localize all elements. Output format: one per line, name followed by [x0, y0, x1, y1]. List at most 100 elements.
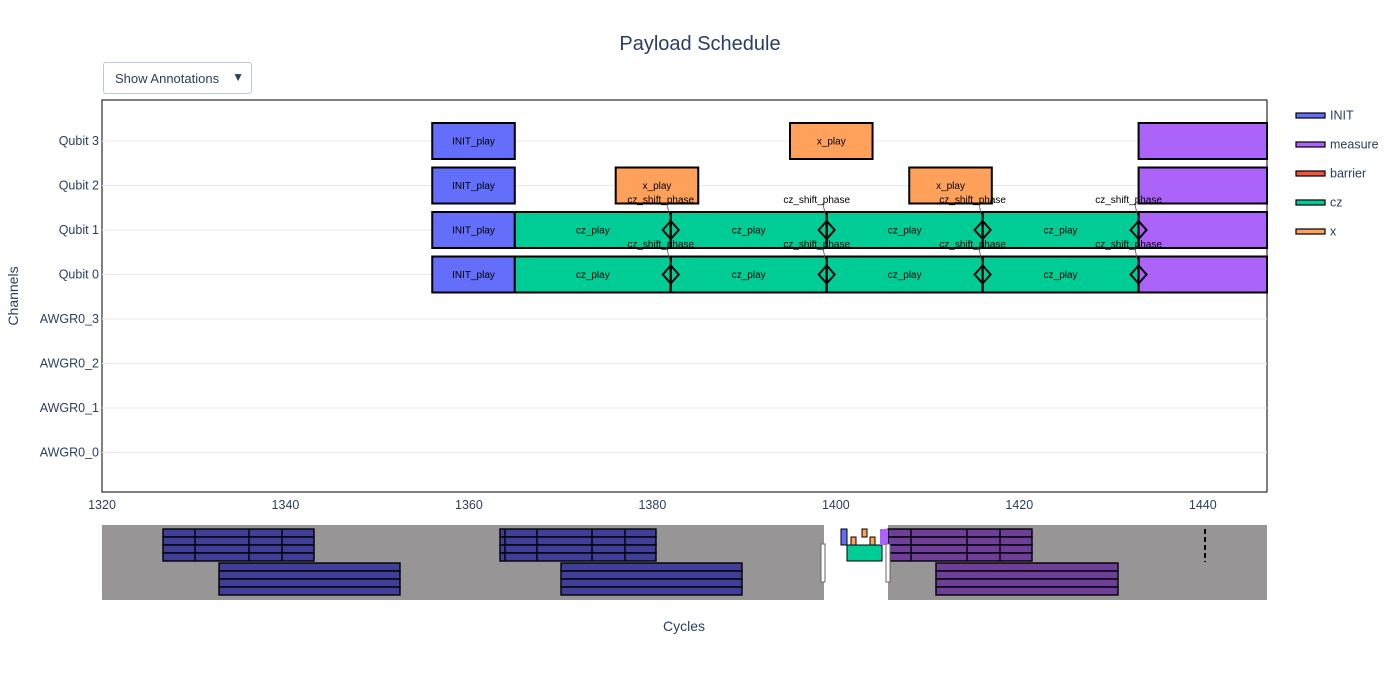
- marker-label: cz_shift_phase: [939, 195, 1006, 206]
- y-tick-label: Qubit 2: [59, 179, 99, 193]
- block-label: cz_play: [888, 270, 922, 281]
- pulse-block: [669, 255, 828, 294]
- block-label: INIT_play: [452, 226, 495, 237]
- annotation-arrow: [1134, 247, 1139, 265]
- phase-marker: [1129, 219, 1148, 241]
- minimap-bar: [499, 528, 657, 538]
- phase-marker: [661, 219, 681, 241]
- legend-label: x: [1330, 225, 1337, 239]
- range-slider-handle-left: [820, 543, 826, 583]
- pulse-block: [431, 211, 516, 249]
- minimap-bar: [162, 544, 315, 554]
- annotations-dropdown-label: Show Annotations: [115, 71, 220, 86]
- minimap-bar: [935, 570, 1119, 580]
- y-tick-label: Qubit 0: [59, 268, 99, 282]
- chart-title: Payload Schedule: [619, 33, 780, 55]
- marker-label: cz_shift_phase: [627, 240, 694, 251]
- marker-label: cz_shift_phase: [627, 195, 694, 206]
- pulse-block: [431, 255, 516, 294]
- block-label: cz_play: [576, 226, 610, 237]
- block-label: cz_play: [732, 226, 766, 237]
- legend-label: INIT: [1330, 109, 1354, 123]
- marker-label: cz_shift_phase: [1095, 195, 1162, 206]
- annotation-arrow: [978, 202, 984, 221]
- legend-label: measure: [1330, 138, 1379, 152]
- phase-marker: [817, 263, 837, 286]
- x-tick-label: 1360: [455, 498, 483, 512]
- x-tick-label: 1420: [1005, 498, 1033, 512]
- block-label: x_play: [936, 181, 965, 192]
- minimap-bar: [887, 536, 1033, 546]
- pulse-block: [1137, 166, 1269, 205]
- pulse-block: [431, 122, 516, 160]
- chevron-down-icon: ▼: [232, 70, 244, 84]
- minimap-bar: [162, 552, 315, 562]
- minimap-bar: [935, 578, 1119, 588]
- pulse-block: [1137, 211, 1269, 249]
- pulse-block: [614, 166, 700, 205]
- pulse-block: [908, 166, 993, 205]
- minimap-bar: [218, 586, 401, 596]
- block-label: x_play: [643, 181, 672, 192]
- plot-frame: [101, 99, 1268, 493]
- block-label: cz_play: [1044, 270, 1078, 281]
- legend-swatch: [1295, 141, 1326, 148]
- minimap-bar: [846, 544, 883, 562]
- block-label: cz_play: [576, 270, 610, 281]
- minimap-bar: [560, 586, 743, 596]
- y-tick-label: AWGR0_1: [40, 401, 99, 415]
- annotation-arrow: [666, 247, 672, 265]
- minimap-bar: [499, 536, 657, 546]
- legend-swatch: [1295, 228, 1326, 235]
- pulse-block: [513, 255, 672, 294]
- y-axis-title: Channels: [5, 266, 21, 325]
- legend-label: barrier: [1330, 167, 1366, 181]
- pulse-block: [825, 211, 984, 249]
- y-tick-label: Qubit 3: [59, 134, 99, 148]
- marker-label: cz_shift_phase: [939, 240, 1006, 251]
- minimap-bar: [887, 544, 1033, 554]
- phase-marker: [973, 263, 992, 286]
- range-slider-handle-right: [885, 543, 891, 583]
- phase-marker: [661, 263, 681, 286]
- minimap-bar: [935, 586, 1119, 596]
- y-tick-label: AWGR0_3: [40, 312, 99, 326]
- minimap-bar: [869, 536, 876, 546]
- minimap-bar: [887, 528, 1033, 538]
- pulse-block: [1137, 122, 1269, 160]
- marker-label: cz_shift_phase: [1095, 240, 1162, 251]
- minimap-bar: [560, 570, 743, 580]
- y-tick-label: Qubit 1: [59, 223, 99, 237]
- annotation-arrow: [822, 202, 828, 221]
- legend-swatch: [1295, 199, 1326, 206]
- x-tick-label: 1340: [272, 498, 300, 512]
- pulse-block: [431, 166, 516, 205]
- annotation-arrow: [666, 202, 672, 221]
- x-tick-label: 1440: [1189, 498, 1217, 512]
- minimap-bar: [499, 544, 657, 554]
- pulse-block: [1137, 255, 1269, 294]
- legend-label: cz: [1330, 196, 1343, 210]
- x-tick-label: 1400: [822, 498, 850, 512]
- phase-marker: [1129, 263, 1148, 286]
- minimap-bar: [850, 536, 857, 546]
- annotation-arrow: [978, 247, 984, 265]
- phase-marker: [973, 219, 992, 241]
- minimap-bar: [162, 528, 315, 538]
- pulse-block: [825, 255, 984, 294]
- y-tick-label: AWGR0_0: [40, 446, 99, 460]
- x-axis-title: Cycles: [663, 618, 705, 634]
- annotation-arrow: [822, 247, 828, 265]
- y-tick-label: AWGR0_2: [40, 357, 99, 371]
- marker-label: cz_shift_phase: [783, 240, 850, 251]
- block-label: INIT_play: [452, 181, 495, 192]
- block-label: cz_play: [732, 270, 766, 281]
- annotation-arrow: [1134, 202, 1139, 221]
- minimap-bar: [840, 528, 848, 546]
- block-label: INIT_play: [452, 270, 495, 281]
- minimap-bar: [218, 562, 401, 572]
- minimap-bar: [880, 529, 888, 545]
- annotations-dropdown[interactable]: Show Annotations ▼: [103, 62, 252, 94]
- x-tick-label: 1320: [88, 498, 116, 512]
